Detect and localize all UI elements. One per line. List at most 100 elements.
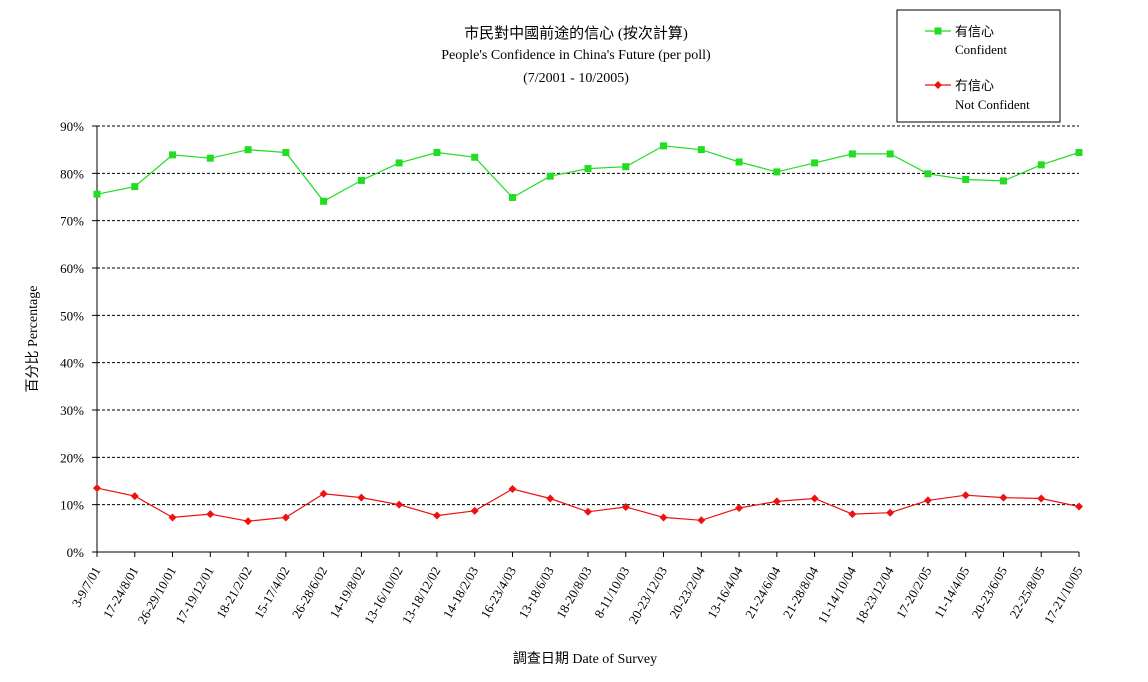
data-point-confident <box>584 165 592 173</box>
data-point-not-confident <box>659 513 668 522</box>
chart-subtitle: (7/2001 - 10/2005) <box>523 71 629 86</box>
y-tick-label: 50% <box>60 308 84 323</box>
data-point-not-confident <box>244 517 253 526</box>
data-point-confident <box>924 170 932 178</box>
data-point-not-confident <box>432 511 441 520</box>
x-tick-label: 20-23/6/05 <box>969 564 1011 621</box>
data-point-not-confident <box>168 513 177 522</box>
y-tick-label: 90% <box>60 119 84 134</box>
y-tick-label: 10% <box>60 498 84 513</box>
data-point-confident <box>282 149 290 157</box>
data-point-not-confident <box>848 510 857 519</box>
data-point-confident <box>811 159 819 167</box>
x-tick-label: 21-28/8/04 <box>780 564 822 621</box>
data-point-not-confident <box>546 494 555 503</box>
x-tick-label: 18-21/2/02 <box>213 564 255 621</box>
data-point-not-confident <box>1075 502 1083 511</box>
data-point-not-confident <box>584 507 592 516</box>
axes <box>96 126 1079 553</box>
x-tick-label: 22-25/8/05 <box>1006 564 1048 621</box>
legend-label-not-confident-en: Not Confident <box>955 97 1030 112</box>
data-point-not-confident <box>697 516 706 525</box>
y-tick-label: 30% <box>60 403 84 418</box>
data-point-not-confident <box>319 489 328 498</box>
x-tick-label: 11-14/4/05 <box>931 564 972 620</box>
x-tick-label: 15-17/4/02 <box>251 564 293 621</box>
x-axis-title: 調查日期 Date of Survey <box>513 651 657 667</box>
data-point-confident <box>999 177 1007 185</box>
y-tick-label: 70% <box>60 214 84 229</box>
y-axis-title: 百分比 Percentage <box>25 286 41 393</box>
data-point-confident <box>357 176 365 184</box>
gridlines <box>97 125 1079 506</box>
data-point-confident <box>886 150 894 158</box>
x-tick-label: 17-24/8/01 <box>100 564 142 621</box>
x-tick-labels: 3-9/7/0117-24/8/0126-29/10/0117-19/12/01… <box>69 552 1086 627</box>
x-tick-label: 13-18/12/02 <box>399 564 444 627</box>
x-tick-label: 16-23/4/03 <box>478 564 520 621</box>
legend-marker-not-confident <box>934 81 942 89</box>
data-point-not-confident <box>206 510 215 519</box>
data-point-not-confident <box>93 484 101 493</box>
data-point-confident <box>660 142 668 150</box>
legend: 有信心 Confident 冇信心 Not Confident <box>896 9 1061 123</box>
data-point-not-confident <box>999 493 1008 502</box>
x-tick-label: 18-20/8/03 <box>553 564 595 621</box>
series-layer <box>93 142 1083 526</box>
legend-marker-confident <box>934 27 942 35</box>
y-tick-label: 20% <box>60 450 84 465</box>
x-tick-label: 3-9/7/01 <box>69 564 104 610</box>
data-point-confident <box>622 163 630 171</box>
data-point-not-confident <box>508 485 517 494</box>
data-point-not-confident <box>395 500 404 509</box>
data-point-not-confident <box>621 503 630 512</box>
chart-title-zh: 市民對中國前途的信心 (按次計算) <box>464 24 688 42</box>
data-point-confident <box>508 193 516 201</box>
data-point-confident <box>206 154 214 162</box>
x-tick-label: 8-11/10/03 <box>591 564 632 620</box>
y-tick-label: 0% <box>67 545 85 560</box>
x-tick-label: 17-21/10/05 <box>1041 564 1086 627</box>
data-point-confident <box>244 146 252 154</box>
x-tick-label: 20-23/12/03 <box>625 564 670 627</box>
data-point-confident <box>320 197 328 205</box>
data-point-not-confident <box>923 496 932 505</box>
x-tick-label: 17-19/12/01 <box>172 564 217 627</box>
legend-box <box>896 9 1061 123</box>
data-point-not-confident <box>810 494 819 503</box>
x-tick-label: 21-24/6/04 <box>742 564 784 621</box>
data-point-confident <box>1037 161 1045 169</box>
y-tick-label: 40% <box>60 356 84 371</box>
x-tick-label: 14-18/2/03 <box>440 564 482 621</box>
data-point-confident <box>773 168 781 176</box>
x-tick-label: 17-20/2/05 <box>893 564 935 621</box>
data-point-not-confident <box>470 506 479 515</box>
data-point-confident <box>1075 149 1083 157</box>
y-tick-labels: 0% 10% 20% 30% 40% 50% 60% 70% 80% 90% <box>60 119 97 560</box>
data-point-confident <box>471 153 479 161</box>
x-tick-label: 18-23/12/04 <box>852 564 897 627</box>
x-tick-label: 14-19/8/02 <box>326 564 368 621</box>
data-point-not-confident <box>357 493 366 502</box>
y-tick-label: 80% <box>60 166 84 181</box>
x-tick-label: 26-28/6/02 <box>289 564 331 621</box>
data-point-not-confident <box>1037 494 1046 503</box>
data-point-confident <box>433 149 441 157</box>
x-tick-label: 13-18/6/03 <box>515 564 557 621</box>
data-point-confident <box>395 159 403 167</box>
x-tick-label: 13-16/4/04 <box>704 564 746 621</box>
data-point-not-confident <box>735 503 744 512</box>
legend-label-not-confident-zh: 冇信心 <box>955 78 994 93</box>
data-point-confident <box>131 183 139 191</box>
data-point-not-confident <box>130 492 139 501</box>
data-point-not-confident <box>886 508 895 517</box>
data-point-not-confident <box>281 513 290 522</box>
data-point-confident <box>93 190 101 198</box>
legend-label-confident-zh: 有信心 <box>955 24 994 39</box>
y-tick-label: 60% <box>60 261 84 276</box>
data-point-confident <box>735 158 743 166</box>
x-tick-label: 20-23/2/04 <box>666 564 708 621</box>
legend-label-confident-en: Confident <box>955 42 1007 57</box>
data-point-confident <box>697 146 705 154</box>
